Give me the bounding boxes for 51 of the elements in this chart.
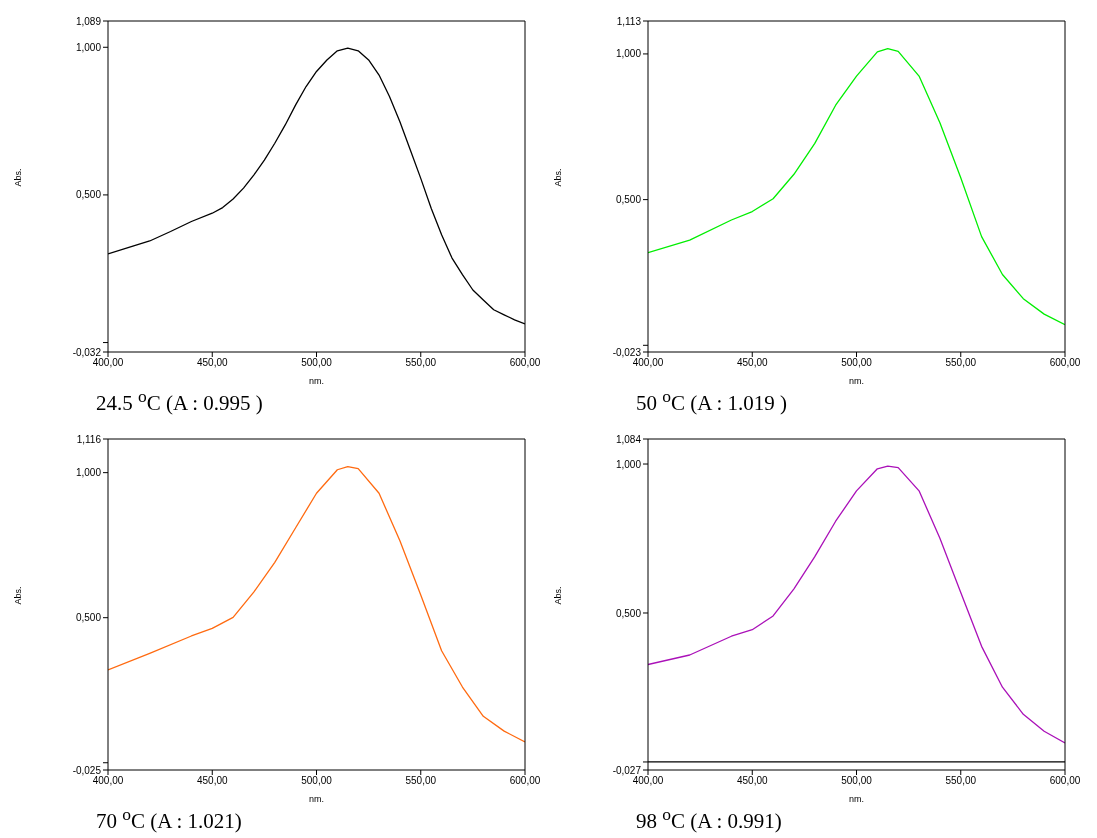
y-tick-label: 0,500 [75, 189, 102, 201]
text: 24.5 $^{o}$C (A : 0.995 ) [96, 386, 263, 416]
x-tick-label: 550,00 [405, 357, 437, 369]
x-tick-label: 600,00 [1049, 775, 1081, 787]
text: 98 $^{o}$C (A : 0.991) [636, 804, 782, 834]
y-axis-title: Abs. [553, 168, 564, 187]
x-tick-label: 600,00 [509, 775, 541, 787]
x-tick-label: 500,00 [301, 775, 333, 787]
x-tick-label: 550,00 [945, 775, 977, 787]
y-tick-label: 1,000 [615, 458, 642, 470]
y-tick-label: 1,116 [76, 433, 102, 445]
x-tick-label: 600,00 [509, 357, 541, 369]
y-tick-label: 1,000 [75, 467, 102, 479]
x-tick-label: 400,00 [632, 775, 664, 787]
y-tick-label: -0,025 [72, 764, 102, 776]
line-series [648, 465, 1065, 744]
x-tick-label: 400,00 [632, 357, 664, 369]
x-axis-title: nm. [848, 794, 865, 804]
y-tick-label: 1,113 [616, 15, 642, 27]
text: 70 $^{o}$C (A : 1.021) [96, 804, 242, 834]
y-tick-label: 1,089 [75, 15, 102, 27]
y-tick-label: 1,084 [615, 433, 642, 445]
y-tick-label: 1,000 [75, 41, 102, 53]
x-tick-label: 400,00 [92, 357, 124, 369]
x-tick-label: 550,00 [405, 775, 437, 787]
x-axis-title: nm. [848, 376, 865, 386]
x-tick-label: 450,00 [736, 357, 768, 369]
x-tick-label: 450,00 [196, 775, 228, 787]
y-axis-title: Abs. [13, 168, 24, 187]
y-axis-title: Abs. [553, 586, 564, 605]
x-tick-label: 550,00 [945, 357, 977, 369]
x-tick-label: 400,00 [92, 775, 124, 787]
x-tick-label: 500,00 [841, 775, 873, 787]
line-series [108, 465, 525, 743]
y-tick-label: 1,000 [615, 48, 642, 60]
y-axis-title: Abs. [13, 586, 24, 605]
x-tick-label: 500,00 [301, 357, 333, 369]
y-tick-label: -0,027 [612, 764, 642, 776]
line-series [648, 48, 1065, 326]
x-tick-label: 600,00 [1049, 357, 1081, 369]
y-tick-label: -0,023 [612, 346, 642, 358]
y-tick-label: 0,500 [615, 194, 642, 206]
y-tick-label: 0,500 [615, 607, 642, 619]
x-tick-label: 450,00 [736, 775, 768, 787]
x-tick-label: 450,00 [196, 357, 228, 369]
x-tick-label: 500,00 [841, 357, 873, 369]
y-tick-label: 0,500 [75, 612, 102, 624]
y-tick-label: -0,032 [72, 346, 102, 358]
x-axis-title: nm. [308, 376, 325, 386]
text: 50 $^{o}$C (A : 1.019 ) [636, 386, 788, 416]
x-axis-title: nm. [308, 794, 325, 804]
